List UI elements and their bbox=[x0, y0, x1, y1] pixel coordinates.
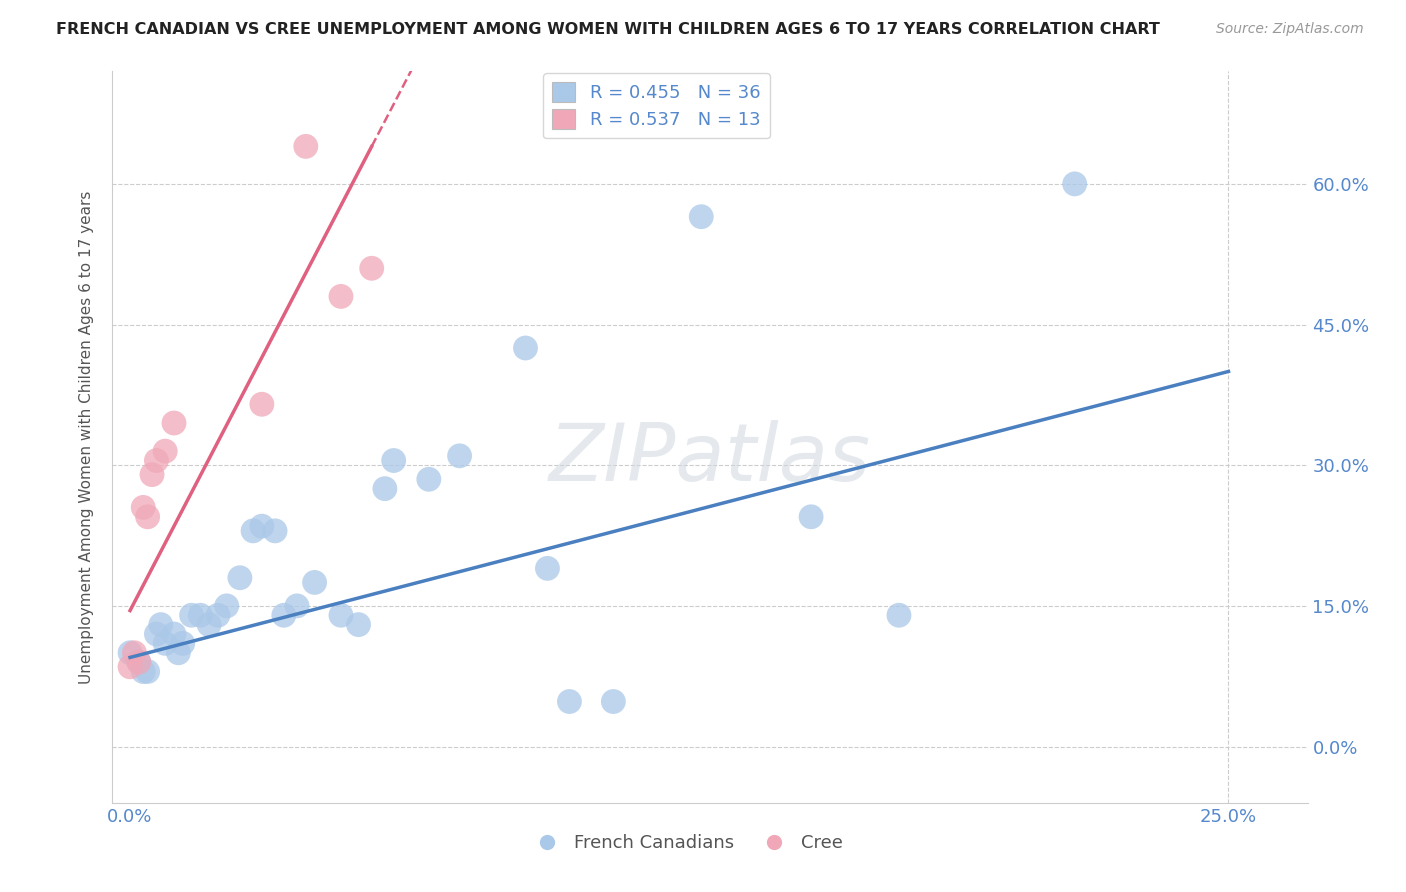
Point bbox=[347, 617, 370, 632]
Point bbox=[132, 665, 155, 679]
Point bbox=[536, 561, 558, 575]
Point bbox=[558, 694, 581, 708]
Point bbox=[132, 500, 155, 515]
Point bbox=[180, 608, 202, 623]
Point bbox=[602, 694, 624, 708]
Point bbox=[330, 608, 353, 623]
Point bbox=[449, 449, 471, 463]
Point bbox=[163, 627, 186, 641]
Point bbox=[515, 341, 537, 355]
Point bbox=[145, 627, 167, 641]
Point bbox=[124, 646, 146, 660]
Point bbox=[163, 416, 186, 430]
Point bbox=[145, 453, 167, 467]
Point bbox=[304, 575, 326, 590]
Point bbox=[374, 482, 396, 496]
Point bbox=[155, 636, 177, 650]
Point bbox=[229, 571, 252, 585]
Point bbox=[198, 617, 221, 632]
Point bbox=[207, 608, 229, 623]
Point bbox=[273, 608, 295, 623]
Point bbox=[800, 509, 823, 524]
Point bbox=[242, 524, 264, 538]
Point bbox=[382, 453, 405, 467]
Point bbox=[418, 472, 440, 486]
Point bbox=[250, 519, 273, 533]
Point bbox=[128, 655, 150, 669]
Point bbox=[1063, 177, 1085, 191]
Point bbox=[149, 617, 172, 632]
Point bbox=[167, 646, 190, 660]
Point bbox=[141, 467, 163, 482]
Point bbox=[120, 660, 141, 674]
Point bbox=[887, 608, 910, 623]
Point bbox=[285, 599, 308, 613]
Legend: French Canadians, Cree: French Canadians, Cree bbox=[522, 827, 851, 860]
Point bbox=[136, 509, 159, 524]
Point bbox=[128, 655, 150, 669]
Point bbox=[264, 524, 287, 538]
Point bbox=[250, 397, 273, 411]
Text: Source: ZipAtlas.com: Source: ZipAtlas.com bbox=[1216, 22, 1364, 37]
Y-axis label: Unemployment Among Women with Children Ages 6 to 17 years: Unemployment Among Women with Children A… bbox=[79, 190, 94, 684]
Point bbox=[188, 608, 212, 623]
Point bbox=[155, 444, 177, 458]
Text: FRENCH CANADIAN VS CREE UNEMPLOYMENT AMONG WOMEN WITH CHILDREN AGES 6 TO 17 YEAR: FRENCH CANADIAN VS CREE UNEMPLOYMENT AMO… bbox=[56, 22, 1160, 37]
Point bbox=[136, 665, 159, 679]
Point bbox=[172, 636, 194, 650]
Text: ZIPatlas: ZIPatlas bbox=[548, 420, 872, 498]
Point bbox=[690, 210, 713, 224]
Point bbox=[360, 261, 382, 276]
Point bbox=[330, 289, 353, 303]
Point bbox=[215, 599, 238, 613]
Point bbox=[295, 139, 318, 153]
Point bbox=[120, 646, 141, 660]
